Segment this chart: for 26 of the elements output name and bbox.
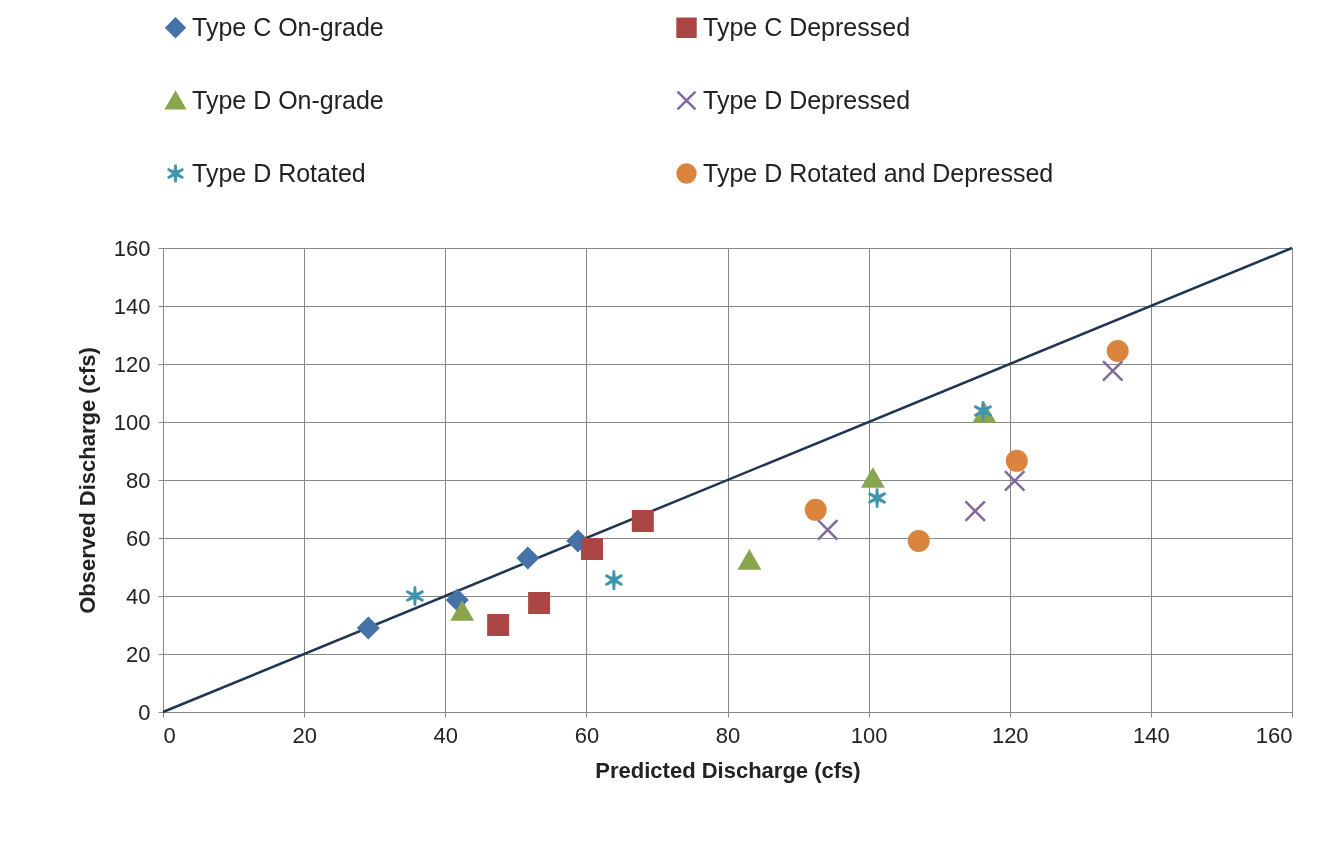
legend-label: Type D Depressed [703,85,911,114]
legend-label: Type C On-grade [192,12,384,41]
x-tick-label: 60 [574,722,600,748]
legend-label: Type D Rotated and Depressed [703,158,1054,187]
y-axis-title: Observed Discharge (cfs) [74,347,100,614]
x-tick-label: 20 [292,722,317,748]
x-tick-label: 80 [715,722,741,748]
y-tick-label: 160 [113,235,151,261]
y-tick-label: 40 [126,583,151,609]
x-tick-label: 100 [850,722,888,748]
legend-label: Type D On-grade [192,85,384,114]
x-tick-label: 140 [1133,722,1170,748]
y-tick-label: 0 [138,699,151,725]
x-tick-label: 120 [991,722,1029,748]
y-tick-label: 120 [113,351,151,377]
x-tick-label: 160 [1255,722,1293,748]
x-axis-title: Predicted Discharge (cfs) [595,757,861,783]
y-tick-label: 20 [126,641,151,667]
y-tick-label: 100 [113,409,151,435]
x-tick-label: 40 [433,722,458,748]
x-tick-label: 0 [163,722,176,748]
legend-label: Type C Depressed [703,12,911,41]
y-tick-label: 60 [126,525,151,551]
y-tick-label: 80 [126,467,151,493]
legend-label: Type D Rotated [192,158,366,187]
y-tick-label: 140 [113,293,151,319]
